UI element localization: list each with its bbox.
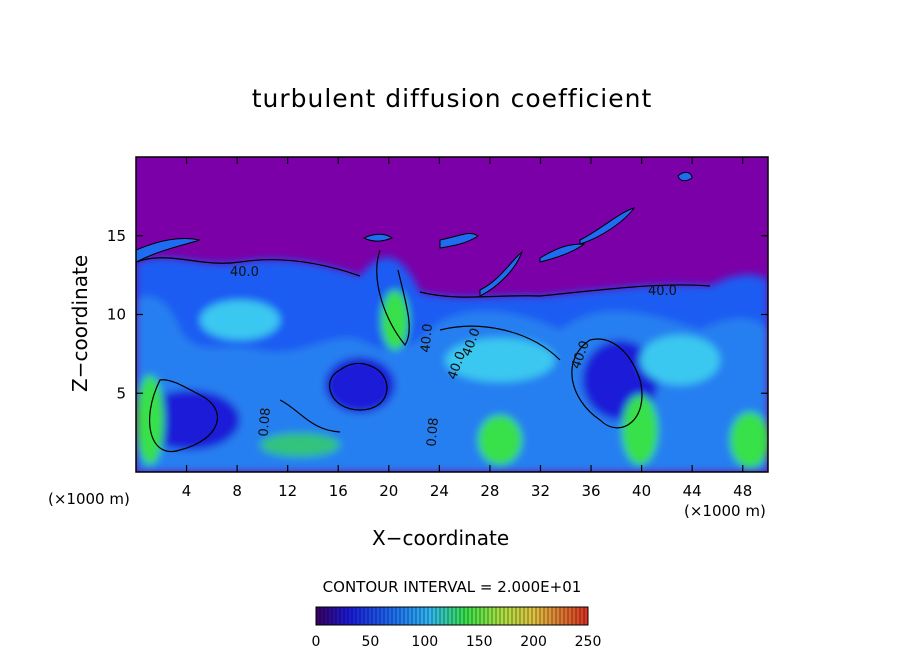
colorbar-tick-label: 50 (361, 634, 379, 650)
contour-line (419, 284, 711, 298)
plume (539, 243, 586, 263)
contour-line (329, 362, 388, 411)
contour-label: 40.0 (648, 284, 677, 299)
heatmap-field: 40.0 40.0 40.0 40.0 40.0 0.08 0.08 40.0 (136, 157, 768, 472)
x-tick-label: 12 (278, 482, 297, 500)
field-blobs (136, 257, 768, 472)
x-tick-label: 4 (182, 482, 192, 500)
y-axis-label: Z−coordinate (68, 254, 92, 392)
contour-line (376, 249, 410, 347)
blob-green-6 (260, 433, 340, 457)
contour-line (439, 325, 561, 361)
colorbar-tick-label: 150 (466, 634, 493, 650)
plume (136, 237, 201, 263)
contour-label: 0.08 (256, 407, 273, 437)
colorbar-tick-label: 250 (575, 634, 602, 650)
x-tick-label: 32 (531, 482, 550, 500)
x-tick-label: 40 (632, 482, 651, 500)
chart-title: turbulent diffusion coefficient (251, 84, 653, 113)
x-tick-label: 36 (581, 482, 600, 500)
contour-line (149, 379, 218, 453)
y-axis: 5 10 15 (107, 227, 768, 402)
blob-green-2 (381, 290, 409, 350)
plume (439, 233, 479, 249)
contour-lines (136, 249, 711, 453)
x-tick-label: 48 (733, 482, 752, 500)
x-unit-label-left: (×1000 m) (48, 490, 130, 508)
upper-plumes (136, 171, 693, 297)
y-tick-label: 15 (107, 227, 126, 245)
contour-line (136, 257, 361, 277)
contour-line (279, 399, 341, 433)
y-tick-label: 5 (116, 384, 126, 402)
colorbar-tick-label: 200 (520, 634, 547, 650)
blob-cyan-3 (640, 335, 720, 385)
blob-green-4 (622, 395, 658, 465)
blob-cyan-1 (200, 300, 280, 340)
x-tick-label: 8 (232, 482, 242, 500)
x-axis: 4 8 12 16 20 24 28 32 36 40 44 48 (182, 157, 752, 500)
y-tick-label: 10 (107, 306, 126, 324)
x-tick-label: 44 (683, 482, 702, 500)
blob-dark-2 (325, 357, 395, 413)
plume (362, 233, 394, 242)
colorbar-stripes (319, 607, 585, 625)
x-tick-label: 20 (379, 482, 398, 500)
x-tick-label: 28 (480, 482, 499, 500)
x-tick-label: 16 (329, 482, 348, 500)
contour-interval-text: CONTOUR INTERVAL = 2.000E+01 (322, 578, 582, 596)
contour-label: 40.0 (418, 323, 435, 353)
blob-dark-1 (140, 390, 240, 450)
contour-line (571, 338, 643, 429)
x-axis-label: X−coordinate (372, 526, 510, 550)
blob-cyan-2 (445, 338, 555, 382)
plume (677, 171, 693, 182)
x-unit-label-right: (×1000 m) (684, 502, 766, 520)
plume (579, 207, 636, 245)
colorbar-ticks: 0 50 100 150 200 250 (312, 634, 602, 650)
blob-green-5 (730, 412, 768, 468)
contour-label: 0.08 (424, 417, 441, 447)
colorbar-tick-label: 0 (312, 634, 321, 650)
contour-label: 40.0 (230, 265, 259, 280)
x-tick-label: 24 (430, 482, 449, 500)
blob-green-3 (478, 415, 522, 465)
colorbar: 0 50 100 150 200 250 (312, 606, 602, 650)
colorbar-tick-label: 100 (411, 634, 438, 650)
plume (479, 250, 524, 297)
blob-layer2 (136, 296, 768, 472)
